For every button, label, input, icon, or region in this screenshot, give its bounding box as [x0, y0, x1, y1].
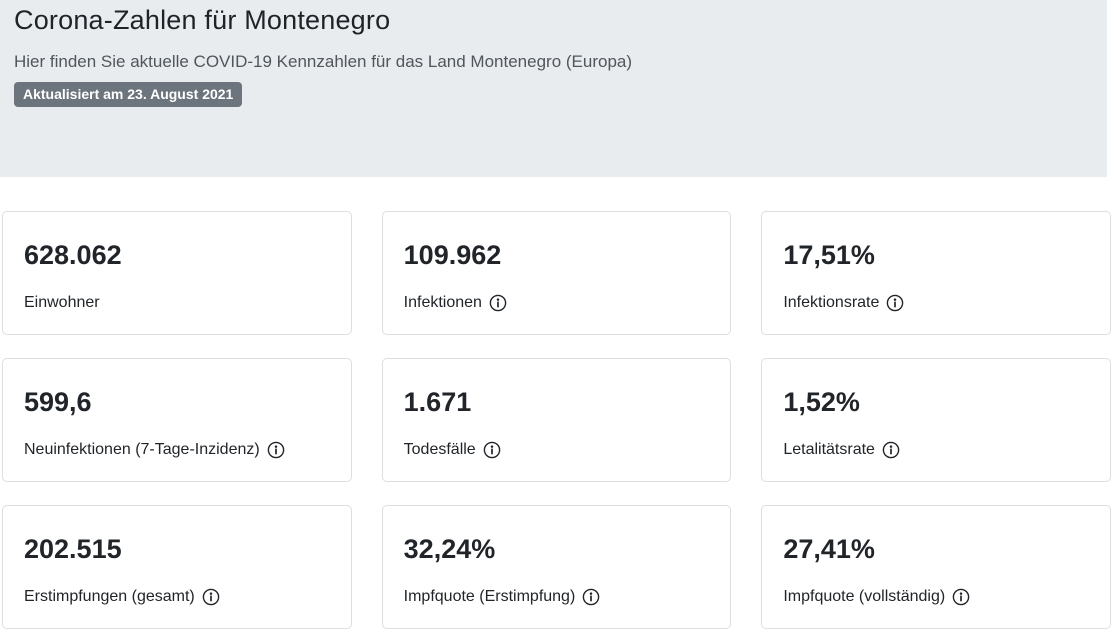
stat-label-text: Todesfälle: [403, 441, 476, 458]
info-icon[interactable]: [952, 588, 970, 606]
stat-label: Infektionsrate: [783, 294, 1089, 312]
page-subtitle: Hier finden Sie aktuelle COVID-19 Kennza…: [14, 52, 633, 72]
page-header: Corona-Zahlen für Montenegro Hier finden…: [0, 0, 1107, 177]
stat-value: 32,24%: [403, 534, 496, 564]
stat-value: 1.671: [403, 387, 472, 417]
stat-value: 202.515: [24, 534, 122, 564]
info-icon[interactable]: [267, 441, 285, 459]
stat-label-text: Letalitätsrate: [783, 441, 875, 458]
stat-value: 599,6: [24, 387, 92, 417]
stat-label-text: Neuinfektionen (7-Tage-Inzidenz): [24, 441, 260, 458]
stat-label: Impfquote (vollständig): [783, 588, 1089, 606]
stat-card: 1,52% Letalitätsrate: [761, 358, 1111, 482]
stat-label: Erstimpfungen (gesamt): [24, 588, 330, 606]
stat-label: Infektionen: [404, 294, 710, 312]
stat-value: 1,52%: [783, 387, 860, 417]
stat-label-text: Infektionen: [403, 294, 482, 311]
stat-card: 27,41% Impfquote (vollständig): [761, 505, 1111, 629]
info-icon[interactable]: [582, 588, 600, 606]
info-icon[interactable]: [886, 294, 904, 312]
page-title: Corona-Zahlen für Montenegro: [14, 5, 391, 35]
stats-grid: 628.062 Einwohner 109.962 Infektionen 17…: [2, 211, 1111, 629]
stat-label: Todesfälle: [404, 441, 710, 459]
stat-label: Letalitätsrate: [783, 441, 1089, 459]
info-icon[interactable]: [202, 588, 220, 606]
stat-label-text: Einwohner: [24, 294, 100, 311]
stat-value: 109.962: [403, 240, 502, 270]
updated-badge: Aktualisiert am 23. August 2021: [14, 81, 243, 107]
stat-label-text: Impfquote (Erstimpfung): [403, 588, 576, 605]
stat-card: 628.062 Einwohner: [2, 211, 352, 335]
info-icon[interactable]: [882, 441, 900, 459]
stat-card: 32,24% Impfquote (Erstimpfung): [381, 505, 732, 629]
stat-label: Impfquote (Erstimpfung): [404, 588, 710, 606]
stat-card: 599,6 Neuinfektionen (7-Tage-Inzidenz): [2, 358, 352, 482]
stat-card: 109.962 Infektionen: [381, 211, 732, 335]
stat-value: 17,51%: [783, 240, 875, 270]
stat-label-text: Infektionsrate: [783, 294, 880, 311]
info-icon[interactable]: [483, 441, 501, 459]
stat-value: 628.062: [24, 240, 122, 270]
stat-label-text: Erstimpfungen (gesamt): [24, 588, 195, 605]
info-icon[interactable]: [489, 294, 507, 312]
stat-label: Neuinfektionen (7-Tage-Inzidenz): [24, 441, 330, 459]
stat-label-text: Impfquote (vollständig): [783, 588, 946, 605]
stat-value: 27,41%: [783, 534, 875, 564]
stat-card: 17,51% Infektionsrate: [761, 211, 1111, 335]
stat-card: 1.671 Todesfälle: [381, 358, 732, 482]
stat-card: 202.515 Erstimpfungen (gesamt): [2, 505, 352, 629]
stat-label: Einwohner: [24, 294, 330, 312]
